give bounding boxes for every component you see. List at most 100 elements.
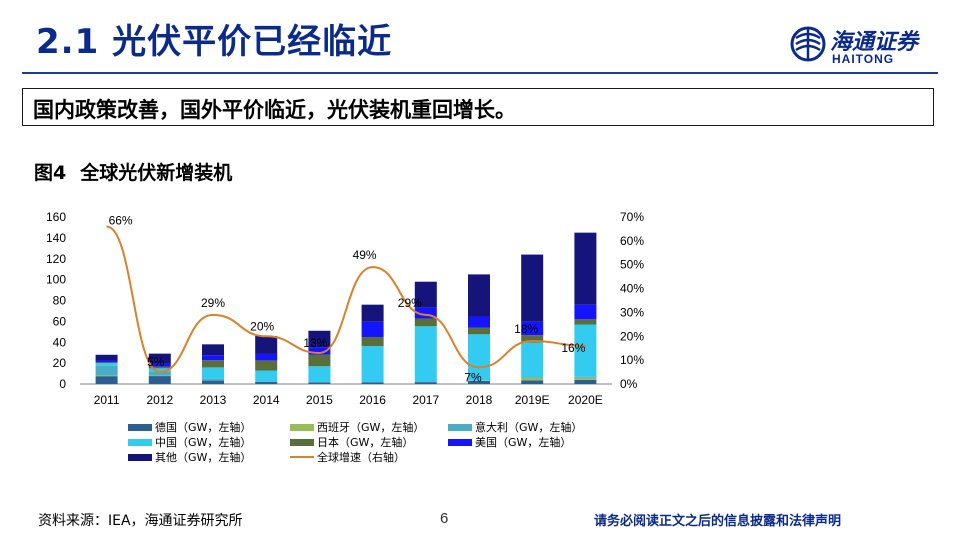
legend-unit: （GW，左轴） <box>350 421 425 434</box>
bar-segment <box>148 376 171 384</box>
legend-label: 西班牙 <box>317 421 350 434</box>
legend-swatch <box>128 423 152 431</box>
bar-segment <box>255 353 278 361</box>
logo-english-name: HAITONG <box>832 52 895 66</box>
y-right-tick-label: 10% <box>620 353 644 367</box>
y-left-tick-label: 100 <box>46 273 66 287</box>
bar-segment <box>148 368 171 372</box>
page-number: 6 <box>440 510 449 527</box>
legend-line-swatch <box>290 456 314 458</box>
x-tick-label: 2015 <box>306 393 333 407</box>
bar-segment <box>574 376 597 378</box>
x-tick-label: 2020E <box>568 393 603 407</box>
bar-segment <box>574 232 597 305</box>
bar-segment <box>574 319 597 325</box>
growth-data-label: 5% <box>147 355 165 369</box>
bar-segment <box>468 316 490 328</box>
summary-text: 国内政策改善，国外平价临近，光伏装机重回增长。 <box>33 98 516 122</box>
bar-segment <box>521 380 544 384</box>
bar-segment <box>521 254 544 322</box>
bar-segment <box>414 307 437 319</box>
legend-unit: （右轴） <box>361 451 405 464</box>
legend-label: 德国 <box>155 421 177 434</box>
legend-swatch <box>448 438 472 446</box>
title-divider <box>22 72 938 74</box>
bar-segment <box>148 363 171 367</box>
bar-segment <box>468 380 490 384</box>
y-right-tick-label: 30% <box>620 305 644 319</box>
legend-label: 全球增速 <box>317 451 361 464</box>
legend-unit: （GW，左轴） <box>497 436 572 449</box>
y-left-tick-label: 20 <box>53 356 67 370</box>
y-left-tick-label: 40 <box>53 335 67 349</box>
x-tick-label: 2013 <box>200 393 227 407</box>
bar-segment <box>414 326 437 382</box>
haitong-emblem-icon <box>790 26 826 62</box>
growth-data-label: 13% <box>303 336 327 350</box>
bar-segment <box>574 324 597 377</box>
y-right-tick-label: 60% <box>620 234 644 248</box>
legend-item-spain: 西班牙 （GW，左轴） <box>290 419 424 435</box>
legend-item-global-growth: 全球增速 （右轴） <box>290 449 405 465</box>
bar-segment <box>468 274 490 317</box>
bar-segment <box>361 346 384 383</box>
y-right-tick-label: 40% <box>620 282 644 296</box>
bar-segment <box>414 318 437 327</box>
figure-title: 图4 全球光伏新增装机 <box>34 158 232 185</box>
bar-segment <box>468 327 490 335</box>
bar-segment <box>202 380 224 384</box>
growth-data-label: 29% <box>201 296 225 310</box>
bar-segment <box>521 335 544 343</box>
bar-segment <box>95 354 118 360</box>
chart-legend: 德国 （GW，左轴） 西班牙 （GW，左轴） 意大利 （GW，左轴） 中国 （G… <box>128 419 608 467</box>
pv-installation-chart: 0 20 40 60 80 100 120 140 160 0% 10% 20% 30% 40% 50% 60… <box>46 210 644 407</box>
y-left-tick-label: 160 <box>46 210 66 224</box>
bar-segment <box>95 363 118 366</box>
x-tick-label: 2016 <box>359 393 386 407</box>
bar-segment <box>95 375 118 377</box>
legend-item-italy: 意大利 （GW，左轴） <box>448 419 582 435</box>
bar-segment <box>574 304 597 320</box>
legend-unit: （GW，左轴） <box>177 421 252 434</box>
growth-data-label: 7% <box>464 370 482 384</box>
bar-segment <box>202 355 224 361</box>
bar-segment <box>308 354 331 367</box>
bar-segment <box>308 366 331 383</box>
legend-unit: （GW，左轴） <box>339 436 414 449</box>
bar-segment <box>95 361 118 364</box>
bar-segment <box>95 365 118 376</box>
bar-segment <box>521 377 544 378</box>
bar-segment <box>414 382 437 384</box>
legend-item-others: 其他 （GW，左轴） <box>128 449 251 465</box>
legend-swatch <box>448 423 472 431</box>
bar-segment <box>308 330 331 348</box>
y-left-tick-label: 60 <box>53 314 67 328</box>
figure-title-text: 全球光伏新增装机 <box>80 162 233 184</box>
bar-segment <box>521 342 544 378</box>
logo-chinese-name: 海通证券 <box>830 29 919 55</box>
legend-item-usa: 美国 （GW，左轴） <box>448 434 571 450</box>
bar-segment <box>308 347 331 355</box>
legend-swatch <box>290 423 314 431</box>
y-right-tick-label: 70% <box>620 210 644 224</box>
x-tick-label: 2019E <box>515 393 550 407</box>
bar-segment <box>95 359 118 362</box>
slide-title: 2.1 光伏平价已经临近 <box>36 22 393 62</box>
bar-segment <box>95 376 118 384</box>
x-tick-label: 2018 <box>466 393 493 407</box>
bar-segment <box>361 337 384 347</box>
x-tick-label: 2014 <box>253 393 280 407</box>
bar-segment <box>148 366 171 369</box>
y-right-tick-label: 20% <box>620 329 644 343</box>
growth-data-label: 18% <box>514 322 538 336</box>
source-note: 资料来源：IEA，海通证券研究所 <box>38 513 243 529</box>
bar-segment <box>255 360 278 371</box>
figure-number: 图4 <box>34 162 67 184</box>
legend-label: 中国 <box>155 436 177 449</box>
legend-item-japan: 日本 （GW，左轴） <box>290 434 413 450</box>
bar-segment <box>148 353 171 364</box>
legend-swatch <box>128 438 152 446</box>
bar-segment <box>574 379 597 384</box>
y-left-tick-label: 120 <box>46 252 66 266</box>
bar-segment <box>202 344 224 356</box>
